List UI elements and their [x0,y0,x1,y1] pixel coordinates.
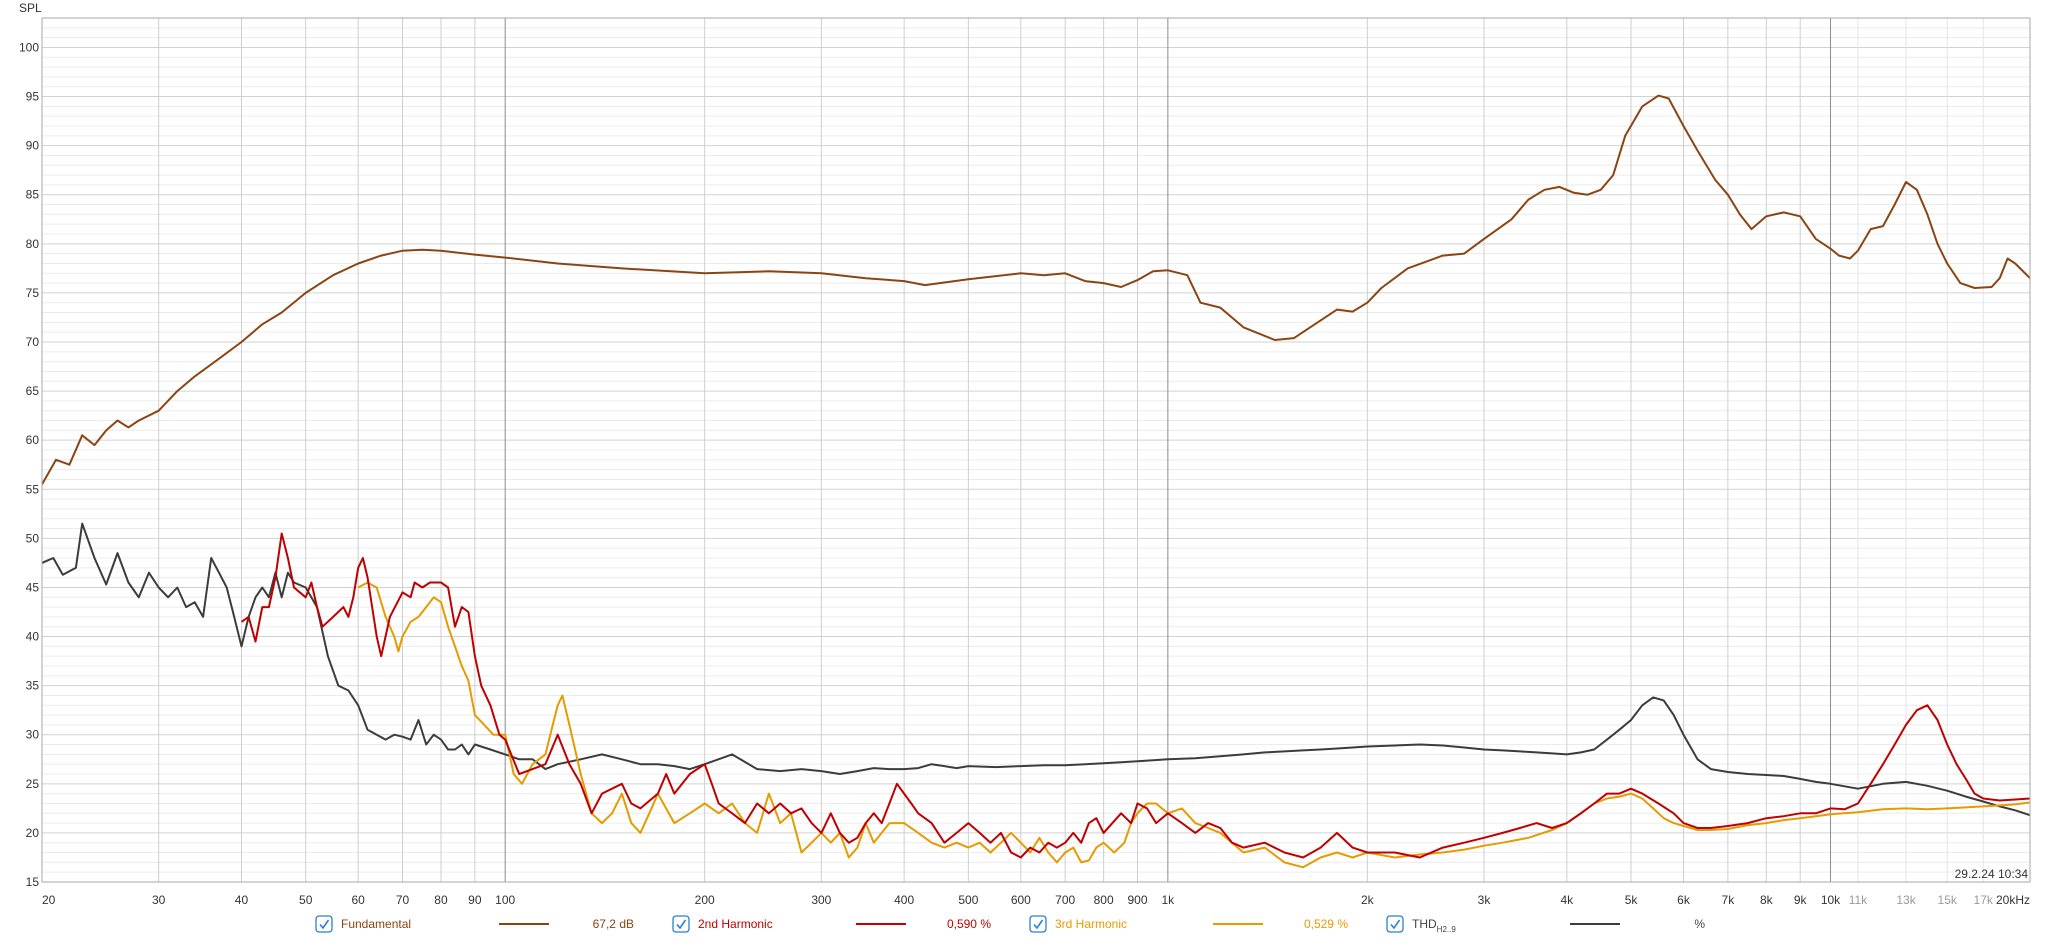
legend-item-fundamental[interactable]: Fundamental 67,2 dB [315,915,634,933]
x-tick-label: 90 [468,893,482,907]
y-tick-label: 40 [26,630,40,644]
x-tick-label: 1k [1162,893,1176,907]
x-tick-label: 40 [235,893,249,907]
legend-value: 67,2 dB [593,917,634,931]
legend-value: 0,529 % [1304,917,1348,931]
series-line-2nd-harmonic [240,532,2030,859]
x-tick-label: 20kHz [1996,893,2030,907]
y-tick-label: 25 [26,777,40,791]
legend-checkbox[interactable] [315,915,333,933]
y-tick-label: 35 [26,679,40,693]
grid [41,17,2031,883]
x-tick-label: 60 [351,893,365,907]
check-icon [676,919,687,930]
y-tick-label: 50 [26,531,40,545]
x-tick-label: 5k [1625,893,1639,907]
y-tick-label: 75 [26,286,40,300]
x-tick-label: 3k [1478,893,1492,907]
y-tick-label: 90 [26,139,40,153]
legend-value: 0,590 % [947,917,991,931]
y-tick-label: 45 [26,580,40,594]
y-axis-label: SPL [19,1,42,15]
legend-item-3rd-harmonic[interactable]: 3rd Harmonic 0,529 % [1029,915,1348,933]
series-line-fundamental [42,94,2030,485]
legend-checkbox[interactable] [672,915,690,933]
x-tick-label: 700 [1055,893,1075,907]
y-tick-label: 70 [26,335,40,349]
x-tick-label: 7k [1722,893,1736,907]
series-line-thd [42,522,2030,817]
legend-name: 3rd Harmonic [1055,917,1127,931]
x-tick-label: 8k [1760,893,1774,907]
legend-checkbox[interactable] [1029,915,1047,933]
plot-area [42,94,2030,869]
legend-checkbox[interactable] [1386,915,1404,933]
x-tick-label: 80 [434,893,448,907]
legend-value: % [1694,917,1705,931]
y-tick-label: 65 [26,384,40,398]
x-tick-label: 900 [1128,893,1148,907]
legend-name: Fundamental [341,917,411,931]
x-tick-label: 11k [1849,893,1868,907]
x-tick-label: 17k [1974,893,1994,907]
check-icon [319,919,330,930]
x-tick-label: 15k [1938,893,1958,907]
x-tick-label: 600 [1011,893,1031,907]
x-tick-label: 2k [1361,893,1375,907]
legend-name: 2nd Harmonic [698,917,773,931]
x-axis-ticks: 20 30 40 50 60 70 80 90 100 200 300 400 500 600 700 800… [42,893,2030,907]
x-tick-label: 20 [42,893,56,907]
x-tick-label: 300 [811,893,831,907]
x-tick-label: 50 [299,893,313,907]
x-tick-label: 200 [695,893,715,907]
legend-name-subscript: H2..9 [1437,925,1457,934]
y-tick-label: 30 [26,728,40,742]
timestamp-label: 29.2.24 10:34 [1955,867,2029,881]
x-tick-label: 100 [495,893,515,907]
y-tick-label: 80 [26,237,40,251]
x-tick-label: 500 [958,893,978,907]
y-axis-ticks: 15 20 25 30 35 40 45 50 55 60 65 70 75 80 85 90 95 100 [19,40,39,889]
x-tick-label: 70 [396,893,410,907]
y-tick-label: 20 [26,826,40,840]
y-tick-label: 85 [26,188,40,202]
y-tick-label: 55 [26,482,40,496]
y-tick-label: 60 [26,433,40,447]
x-tick-label: 13k [1896,893,1916,907]
series-line-3rd-harmonic [357,581,2030,869]
x-tick-label: 800 [1094,893,1114,907]
x-tick-label: 9k [1794,893,1808,907]
y-tick-label: 100 [19,40,39,54]
y-tick-label: 95 [26,90,40,104]
check-icon [1033,919,1044,930]
check-icon [1390,919,1401,930]
x-tick-label: 4k [1560,893,1574,907]
y-tick-label: 15 [26,875,40,889]
legend-item-2nd-harmonic[interactable]: 2nd Harmonic 0,590 % [672,915,991,933]
plot-frame [41,17,2031,883]
x-tick-label: 6k [1677,893,1691,907]
x-tick-label: 400 [894,893,914,907]
x-tick-label: 10k [1821,893,1841,907]
legend: Fundamental 67,2 dB 2nd Harmonic 0,590 % 3rd… [315,915,1705,934]
x-tick-label: 30 [152,893,166,907]
